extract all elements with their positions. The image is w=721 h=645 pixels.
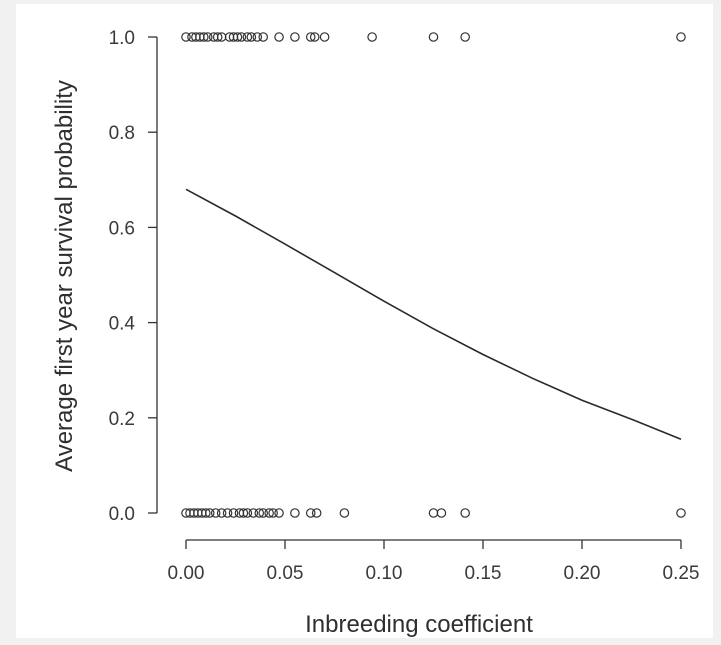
- data-point: [238, 508, 249, 518]
- data-point: [254, 508, 265, 518]
- y-tick-label: 0.8: [109, 123, 135, 144]
- data-point: [428, 508, 439, 518]
- data-point: [242, 508, 253, 518]
- fitted-curve: [185, 188, 682, 440]
- data-point: [222, 508, 233, 518]
- x-tick-label: 0.05: [267, 563, 304, 584]
- data-point: [242, 32, 253, 42]
- data-point: [248, 508, 259, 518]
- data-point: [201, 508, 211, 518]
- data-point: [268, 508, 278, 518]
- data-point: [181, 32, 191, 42]
- x-tick-label: 0.25: [663, 563, 700, 584]
- y-ticks: 0.0 0.2 0.4 0.6 0.8 1.0: [109, 28, 157, 525]
- data-point: [311, 508, 322, 518]
- data-point: [212, 32, 223, 42]
- data-point: [210, 508, 221, 518]
- data-point: [305, 32, 316, 42]
- data-point: [199, 32, 209, 42]
- data-point: [460, 32, 470, 42]
- data-point: [428, 32, 439, 42]
- y-tick-label: 0.6: [109, 218, 135, 239]
- data-points: [181, 32, 686, 518]
- data-point: [258, 32, 269, 42]
- data-point: [274, 508, 284, 518]
- chart-panel: [16, 4, 713, 638]
- data-point: [202, 32, 213, 42]
- data-point: [246, 32, 257, 42]
- data-point: [319, 32, 330, 42]
- data-point: [290, 32, 300, 42]
- data-point: [258, 508, 269, 518]
- data-point: [274, 32, 284, 42]
- data-point: [252, 32, 263, 42]
- data-point: [460, 508, 470, 518]
- y-axis-title: Average first year survival probability: [51, 80, 78, 472]
- data-point: [309, 32, 320, 42]
- x-tick-label: 0.20: [564, 563, 601, 584]
- data-point: [676, 508, 686, 518]
- data-point: [264, 508, 274, 518]
- y-tick-label: 0.0: [109, 504, 135, 525]
- data-point: [305, 508, 316, 518]
- data-point: [204, 508, 215, 518]
- data-point: [228, 508, 239, 518]
- x-tick-label: 0.00: [168, 563, 205, 584]
- data-point: [339, 508, 350, 518]
- y-tick-label: 1.0: [109, 28, 135, 49]
- data-point: [232, 32, 243, 42]
- x-tick-label: 0.10: [366, 563, 403, 584]
- data-point: [290, 508, 300, 518]
- x-axis-title: Inbreeding coefficient: [305, 611, 533, 638]
- data-point: [367, 32, 377, 42]
- x-tick-label: 0.15: [465, 563, 502, 584]
- y-tick-label: 0.2: [109, 409, 135, 430]
- x-ticks: 0.00 0.05 0.10 0.15 0.20 0.25: [168, 540, 700, 584]
- axes: 0.00 0.05 0.10 0.15 0.20 0.25 0.0 0.2 0.4 0.6 0.8…: [109, 28, 700, 584]
- y-tick-label: 0.4: [109, 314, 136, 335]
- data-point: [676, 32, 686, 42]
- data-point: [436, 508, 447, 518]
- data-point: [236, 32, 247, 42]
- data-point: [216, 508, 227, 518]
